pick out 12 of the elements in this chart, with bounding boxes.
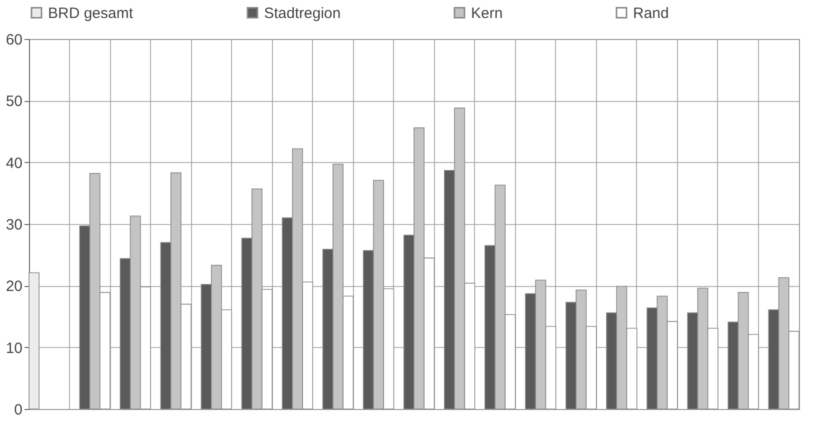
y-tick-label: 20 <box>6 278 22 296</box>
y-tick-label: 50 <box>6 93 22 110</box>
y-tick-label: 60 <box>6 32 22 48</box>
y-tick-label: 30 <box>6 216 22 234</box>
legend-label: Rand <box>633 4 669 22</box>
legend-label: Kern <box>471 4 503 22</box>
y-tick-label: 0 <box>14 402 22 418</box>
bar <box>28 272 40 410</box>
y-tick-label: 10 <box>6 340 22 357</box>
legend-label: BRD gesamt <box>48 4 134 22</box>
legend-label: Stadtregion <box>264 4 341 22</box>
y-tick-label: 40 <box>6 154 22 172</box>
